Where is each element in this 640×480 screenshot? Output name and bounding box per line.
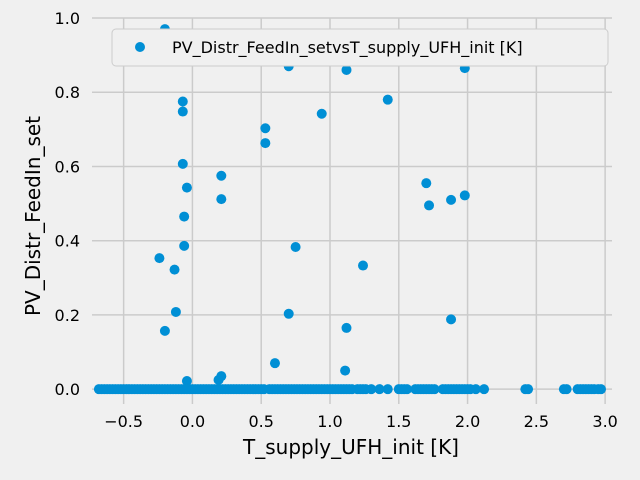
data-point [374,384,385,395]
x-axis-label: T_supply_UFH_init [K] [242,435,459,459]
data-point [177,96,188,107]
data-point [424,200,435,211]
data-point [459,190,470,201]
data-point [340,365,351,376]
data-point [169,264,180,275]
y-tick-label: 0.8 [55,83,80,102]
data-points [93,24,606,395]
data-point [177,106,188,117]
data-point [216,194,227,205]
data-point [181,375,192,386]
x-tick-label: 2.0 [455,412,480,431]
y-tick-labels: 0.0 0.2 0.4 0.6 0.8 1.0 [55,9,80,399]
data-point [179,240,190,251]
legend-marker [135,42,145,52]
data-point [341,322,352,333]
y-tick-label: 0.4 [55,232,80,251]
data-point [523,384,534,395]
data-point [290,242,301,253]
legend-label: PV_Distr_FeedIn_setvsT_supply_UFH_init [… [172,38,523,58]
data-point [479,384,490,395]
data-point [283,308,294,319]
x-tick-label: 1.5 [386,412,411,431]
data-point [269,358,280,369]
data-point [421,178,432,189]
x-tick-label: −0.5 [104,412,143,431]
y-tick-label: 0.2 [55,306,80,325]
data-point [341,64,352,75]
data-point [181,182,192,193]
data-point [429,384,440,395]
x-tick-label: 3.0 [592,412,617,431]
y-axis-label: PV_Distr_FeedIn_set [21,116,45,316]
x-tick-labels: −0.5 0.0 0.5 1.0 1.5 2.0 2.5 3.0 [104,412,618,431]
data-point [179,211,190,222]
x-tick-label: 0.5 [248,412,273,431]
data-point [260,138,271,149]
data-point [561,384,572,395]
data-point [366,384,377,395]
data-point [446,194,457,205]
legend-frame [111,28,609,67]
data-point [154,253,165,264]
data-point [382,384,393,395]
data-point [159,325,170,336]
data-point [213,374,224,385]
data-point [402,384,413,395]
data-point [358,260,369,271]
x-tick-label: 1.0 [317,412,342,431]
data-point [216,170,227,181]
data-point [382,94,393,105]
y-tick-label: 0.0 [55,380,80,399]
y-tick-label: 0.6 [55,157,80,176]
data-point [177,158,188,169]
legend: PV_Distr_FeedIn_setvsT_supply_UFH_init [… [111,28,609,67]
data-point [260,123,271,134]
x-tick-label: 2.5 [524,412,549,431]
data-point [446,314,457,325]
data-point [316,108,327,119]
data-point [170,306,181,317]
x-tick-label: 0.0 [180,412,205,431]
y-tick-label: 1.0 [55,9,80,28]
data-point [470,384,481,395]
data-point [595,384,606,395]
